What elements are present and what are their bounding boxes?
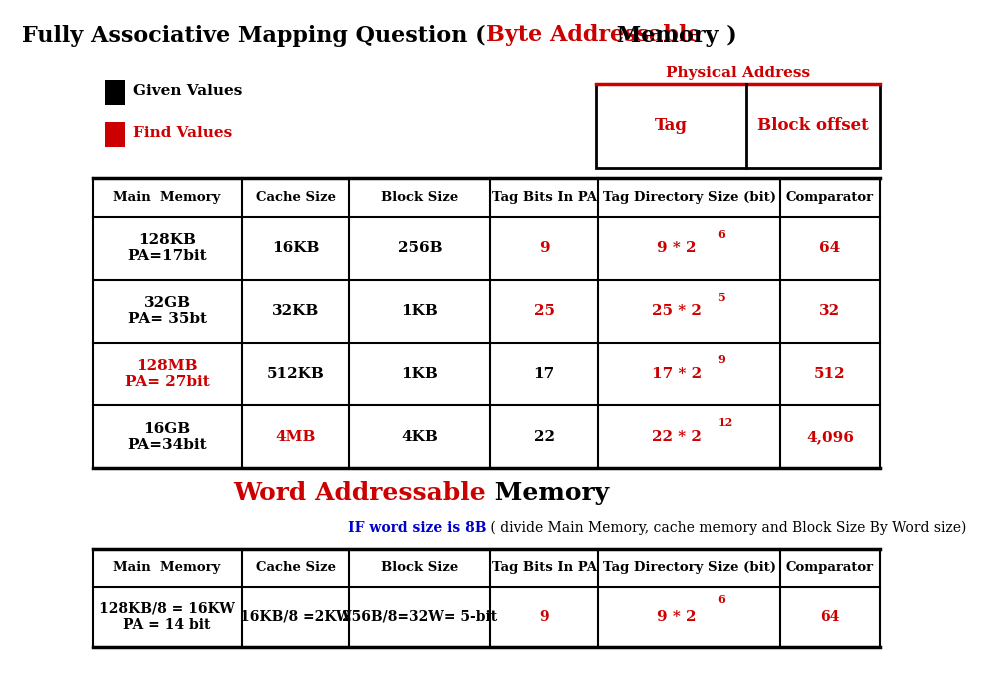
Text: 4,096: 4,096	[806, 430, 854, 444]
Text: 4KB: 4KB	[402, 430, 438, 444]
Text: Tag Bits In PA: Tag Bits In PA	[492, 561, 596, 575]
Text: Tag Bits In PA: Tag Bits In PA	[492, 191, 596, 204]
Text: Tag Directory Size (bit): Tag Directory Size (bit)	[602, 191, 775, 204]
Text: 128MB
PA= 27bit: 128MB PA= 27bit	[125, 359, 210, 389]
Text: Main  Memory: Main Memory	[114, 561, 221, 575]
Text: 128KB/8 = 16KW
PA = 14 bit: 128KB/8 = 16KW PA = 14 bit	[99, 602, 235, 632]
Text: Fully Associative Mapping Question (: Fully Associative Mapping Question (	[23, 24, 487, 47]
Text: 9: 9	[718, 354, 725, 366]
Text: IF word size is 8B: IF word size is 8B	[347, 521, 487, 535]
Text: 256B: 256B	[398, 241, 442, 255]
Text: Memory: Memory	[487, 481, 609, 505]
Text: 9: 9	[539, 241, 550, 255]
Text: 512: 512	[814, 367, 846, 381]
Text: 9: 9	[539, 610, 549, 624]
Text: ( divide Main Memory, cache memory and Block Size By Word size): ( divide Main Memory, cache memory and B…	[487, 521, 966, 535]
Text: 17: 17	[533, 367, 555, 381]
Text: Word Addressable: Word Addressable	[233, 481, 487, 505]
Text: 5: 5	[718, 291, 725, 303]
Text: Block offset: Block offset	[757, 117, 868, 134]
Text: 32GB
PA= 35bt: 32GB PA= 35bt	[128, 296, 207, 326]
Text: 6: 6	[718, 229, 725, 240]
Text: Tag: Tag	[655, 117, 687, 134]
FancyBboxPatch shape	[105, 122, 125, 147]
Text: 16GB
PA=34bit: 16GB PA=34bit	[128, 421, 207, 452]
Text: 25: 25	[534, 304, 555, 318]
Text: 32KB: 32KB	[272, 304, 319, 318]
Text: Tag Directory Size (bit): Tag Directory Size (bit)	[602, 561, 775, 575]
Text: 25 * 2: 25 * 2	[652, 304, 702, 318]
Text: 1KB: 1KB	[402, 304, 438, 318]
Text: 12: 12	[718, 417, 733, 428]
Text: 9 * 2: 9 * 2	[658, 241, 696, 255]
Text: 16KB: 16KB	[272, 241, 319, 255]
Text: 64: 64	[819, 241, 841, 255]
Text: 9 * 2: 9 * 2	[658, 610, 696, 624]
Text: Byte Addressable: Byte Addressable	[487, 24, 701, 46]
Text: Block Size: Block Size	[381, 561, 459, 575]
Text: Main  Memory: Main Memory	[114, 191, 221, 204]
FancyBboxPatch shape	[105, 80, 125, 105]
Text: 64: 64	[820, 610, 840, 624]
Text: Find Values: Find Values	[134, 126, 232, 140]
Text: 22: 22	[534, 430, 555, 444]
Text: Cache Size: Cache Size	[255, 191, 335, 204]
Text: Given Values: Given Values	[134, 84, 242, 98]
Text: 4MB: 4MB	[275, 430, 315, 444]
Text: 256B/8=32W= 5-bit: 256B/8=32W= 5-bit	[342, 610, 497, 624]
Text: Physical Address: Physical Address	[666, 66, 810, 80]
Text: Comparator: Comparator	[786, 561, 874, 575]
Text: Memory ): Memory )	[609, 24, 737, 47]
FancyBboxPatch shape	[595, 84, 879, 168]
Text: Block Size: Block Size	[381, 191, 459, 204]
Text: 16KB/8 =2KW: 16KB/8 =2KW	[239, 610, 351, 624]
Text: 128KB
PA=17bit: 128KB PA=17bit	[128, 233, 207, 264]
Text: 1KB: 1KB	[402, 367, 438, 381]
Text: 22 * 2: 22 * 2	[652, 430, 702, 444]
Text: 6: 6	[718, 594, 725, 605]
Text: Cache Size: Cache Size	[255, 561, 335, 575]
Text: 32: 32	[820, 304, 841, 318]
Text: Comparator: Comparator	[786, 191, 874, 204]
Text: 512KB: 512KB	[267, 367, 324, 381]
Text: 17 * 2: 17 * 2	[652, 367, 702, 381]
